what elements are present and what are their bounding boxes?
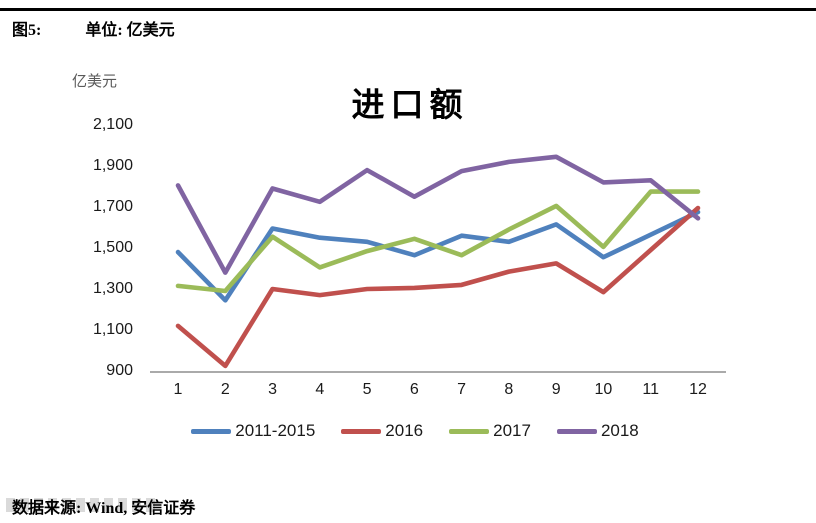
legend-line-swatch xyxy=(556,428,597,434)
x-tick-label: 11 xyxy=(642,381,659,398)
x-tick-label: 1 xyxy=(173,381,183,398)
figure-number-label: 图5: xyxy=(12,22,42,39)
y-tick-label: 900 xyxy=(106,362,133,379)
legend-label: 2016 xyxy=(385,421,424,440)
y-tick-label: 1,500 xyxy=(92,239,133,256)
legend-line-swatch xyxy=(341,428,382,434)
x-tick-label: 2 xyxy=(220,381,230,398)
figure-header: 图5: 单位: 亿美元 xyxy=(12,16,175,40)
y-tick-label: 1,900 xyxy=(92,157,133,174)
legend-item-2016: 2016 xyxy=(341,421,423,441)
x-tick-label: 12 xyxy=(689,381,707,398)
legend-item-2017: 2017 xyxy=(449,421,531,441)
y-tick-label: 2,100 xyxy=(92,116,133,133)
x-tick-label: 8 xyxy=(504,381,514,398)
legend-item-2011-2015: 2011-2015 xyxy=(191,421,315,441)
legend-label: 2018 xyxy=(600,421,639,440)
y-tick-label: 1,700 xyxy=(92,198,133,215)
series-line-2018 xyxy=(175,154,701,275)
legend-item-2018: 2018 xyxy=(556,421,639,441)
chart-legend: 2011-2015 2016 2017 2018 xyxy=(130,421,700,441)
data-source-label: 数据来源: Wind, 安信证券 xyxy=(12,500,196,517)
x-tick-label: 3 xyxy=(268,381,277,398)
x-tick-label: 6 xyxy=(409,381,419,398)
legend-line-swatch xyxy=(449,428,490,434)
y-axis-unit-label: 亿美元 xyxy=(72,73,118,90)
legend-line-swatch xyxy=(191,428,232,434)
x-tick-label: 5 xyxy=(362,381,372,398)
series-line-2016 xyxy=(175,205,701,369)
series-line-2017 xyxy=(175,189,701,294)
top-divider xyxy=(0,8,816,11)
legend-label: 2017 xyxy=(493,421,531,440)
y-tick-label: 1,300 xyxy=(92,280,133,297)
unit-label: 单位: 亿美元 xyxy=(85,22,175,39)
legend-label: 2011-2015 xyxy=(235,421,316,440)
x-tick-label: 4 xyxy=(315,381,325,398)
chart-title: 进口额 xyxy=(351,88,469,124)
x-tick-label: 10 xyxy=(594,381,613,398)
y-tick-label: 1,100 xyxy=(92,321,133,338)
x-tick-label: 9 xyxy=(551,381,561,398)
x-tick-label: 7 xyxy=(457,381,467,398)
